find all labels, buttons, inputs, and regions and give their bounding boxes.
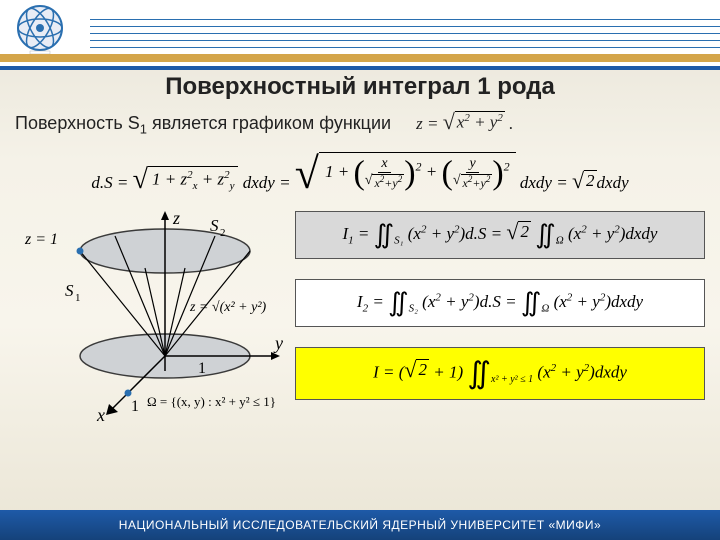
svg-text:z: z xyxy=(172,208,180,228)
svg-text:z = √(x² + y²): z = √(x² + y²) xyxy=(189,300,267,315)
svg-text:S: S xyxy=(210,216,219,235)
svg-text:x: x xyxy=(96,405,105,425)
formula-I-total: I = (√2 + 1) ∬x² + y² ≤ 1 (x2 + y2)dxdy xyxy=(295,347,705,400)
ds-formula: d.S = √1 + z2x + z2y dxdy = √ 1 + (x√x2+… xyxy=(15,152,705,196)
subtitle-prefix: Поверхность S xyxy=(15,113,140,133)
formula-I1: I1 = ∬S₁ (x2 + y2)d.S = √2 ∬Ω (x2 + y2)d… xyxy=(295,211,705,259)
subtitle-sub: 1 xyxy=(140,122,147,137)
footer: НАЦИОНАЛЬНЫЙ ИССЛЕДОВАТЕЛЬСКИЙ ЯДЕРНЫЙ У… xyxy=(0,510,720,540)
diagram: z = 1 z y x S 1 S 2 1 1 z = √(x² + y²) Ω… xyxy=(15,206,295,431)
svg-text:S: S xyxy=(65,281,74,300)
page-title: Поверхностный интеграл 1 рода xyxy=(0,73,720,101)
svg-text:2: 2 xyxy=(220,227,226,239)
header-decorative-lines xyxy=(90,13,720,53)
formula-boxes: I1 = ∬S₁ (x2 + y2)d.S = √2 ∬Ω (x2 + y2)d… xyxy=(295,206,705,431)
svg-text:y: y xyxy=(273,333,283,353)
content: Поверхность S1 является графиком функции… xyxy=(0,111,720,431)
svg-text:1: 1 xyxy=(75,292,81,304)
formula-I2: I2 = ∬S₂ (x2 + y2)d.S = ∬Ω (x2 + y2)dxdy xyxy=(295,279,705,327)
subtitle: Поверхность S1 является графиком функции… xyxy=(15,111,705,137)
svg-text:1: 1 xyxy=(131,398,139,415)
header-stripe xyxy=(0,54,720,62)
svg-text:z = 1: z = 1 xyxy=(24,231,58,248)
svg-text:Ω = {(x, y) : x² + y² ≤ 1}: Ω = {(x, y) : x² + y² ≤ 1} xyxy=(147,394,276,409)
svg-text:1: 1 xyxy=(198,360,206,377)
header xyxy=(0,0,720,70)
subtitle-suffix: является графиком функции xyxy=(147,113,391,133)
lower-section: z = 1 z y x S 1 S 2 1 1 z = √(x² + y²) Ω… xyxy=(15,206,705,431)
z-formula-top: z = √x2 + y2 . xyxy=(416,114,513,133)
